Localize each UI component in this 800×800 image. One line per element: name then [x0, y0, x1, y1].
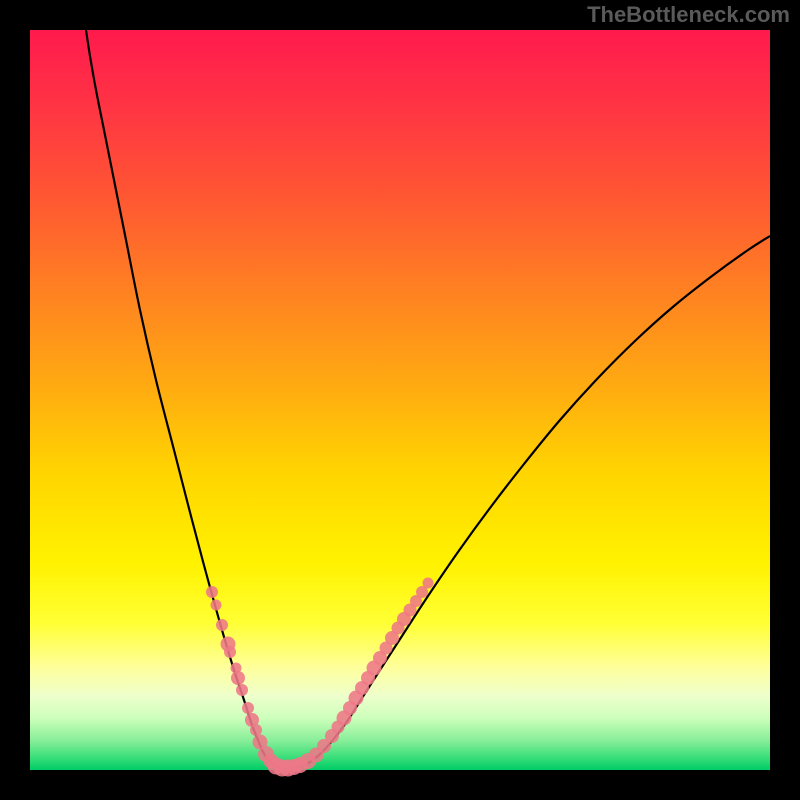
- data-marker: [216, 619, 228, 631]
- data-marker: [242, 702, 254, 714]
- data-marker: [206, 586, 218, 598]
- data-marker: [224, 646, 236, 658]
- chart-svg: [30, 30, 770, 770]
- data-marker: [236, 684, 248, 696]
- data-marker: [250, 724, 262, 736]
- data-markers: [206, 578, 434, 777]
- watermark-text: TheBottleneck.com: [587, 2, 790, 28]
- curve-left-branch: [86, 30, 286, 768]
- data-marker: [231, 671, 245, 685]
- data-marker: [423, 578, 434, 589]
- data-marker: [211, 600, 222, 611]
- plot-area: [30, 30, 770, 770]
